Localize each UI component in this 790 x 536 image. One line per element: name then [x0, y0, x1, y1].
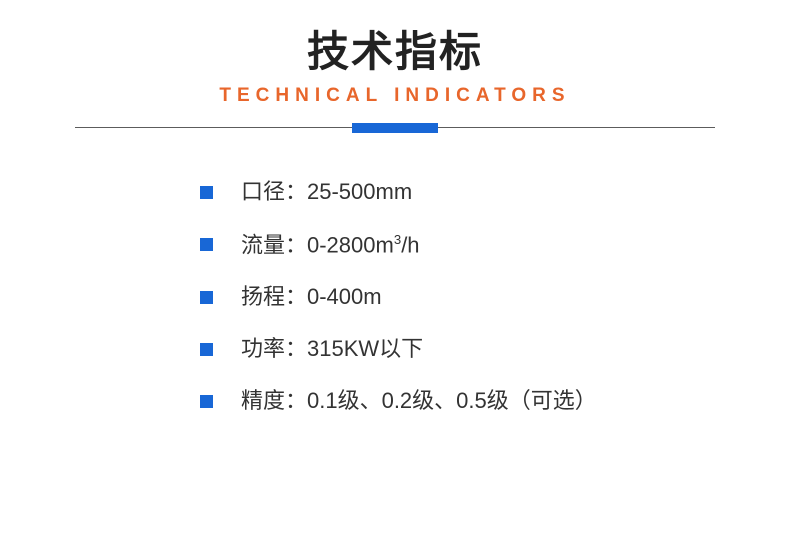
spec-list: 口径：25-500mm 流量：0-2800m3/h 扬程：0-400m 功率：3… — [200, 181, 790, 412]
spec-text: 扬程：0-400m — [241, 286, 382, 308]
divider — [75, 121, 715, 135]
spec-item: 精度：0.1级、0.2级、0.5级（可选） — [200, 390, 790, 412]
bullet-icon — [200, 186, 213, 199]
title-cn: 技术指标 — [0, 18, 790, 79]
page: 技术指标 TECHNICAL INDICATORS 口径：25-500mm 流量… — [0, 0, 790, 536]
bullet-icon — [200, 343, 213, 356]
spec-item: 功率：315KW以下 — [200, 338, 790, 360]
header: 技术指标 TECHNICAL INDICATORS — [0, 0, 790, 135]
spec-text: 口径：25-500mm — [241, 181, 412, 203]
bullet-icon — [200, 291, 213, 304]
spec-text: 功率：315KW以下 — [241, 338, 423, 360]
spec-item: 口径：25-500mm — [200, 181, 790, 203]
bullet-icon — [200, 395, 213, 408]
spec-item: 扬程：0-400m — [200, 286, 790, 308]
divider-accent — [352, 123, 438, 133]
spec-item: 流量：0-2800m3/h — [200, 233, 790, 256]
title-en: TECHNICAL INDICATORS — [0, 85, 790, 107]
spec-text: 精度：0.1级、0.2级、0.5级（可选） — [241, 390, 597, 412]
bullet-icon — [200, 238, 213, 251]
spec-text: 流量：0-2800m3/h — [241, 233, 420, 256]
